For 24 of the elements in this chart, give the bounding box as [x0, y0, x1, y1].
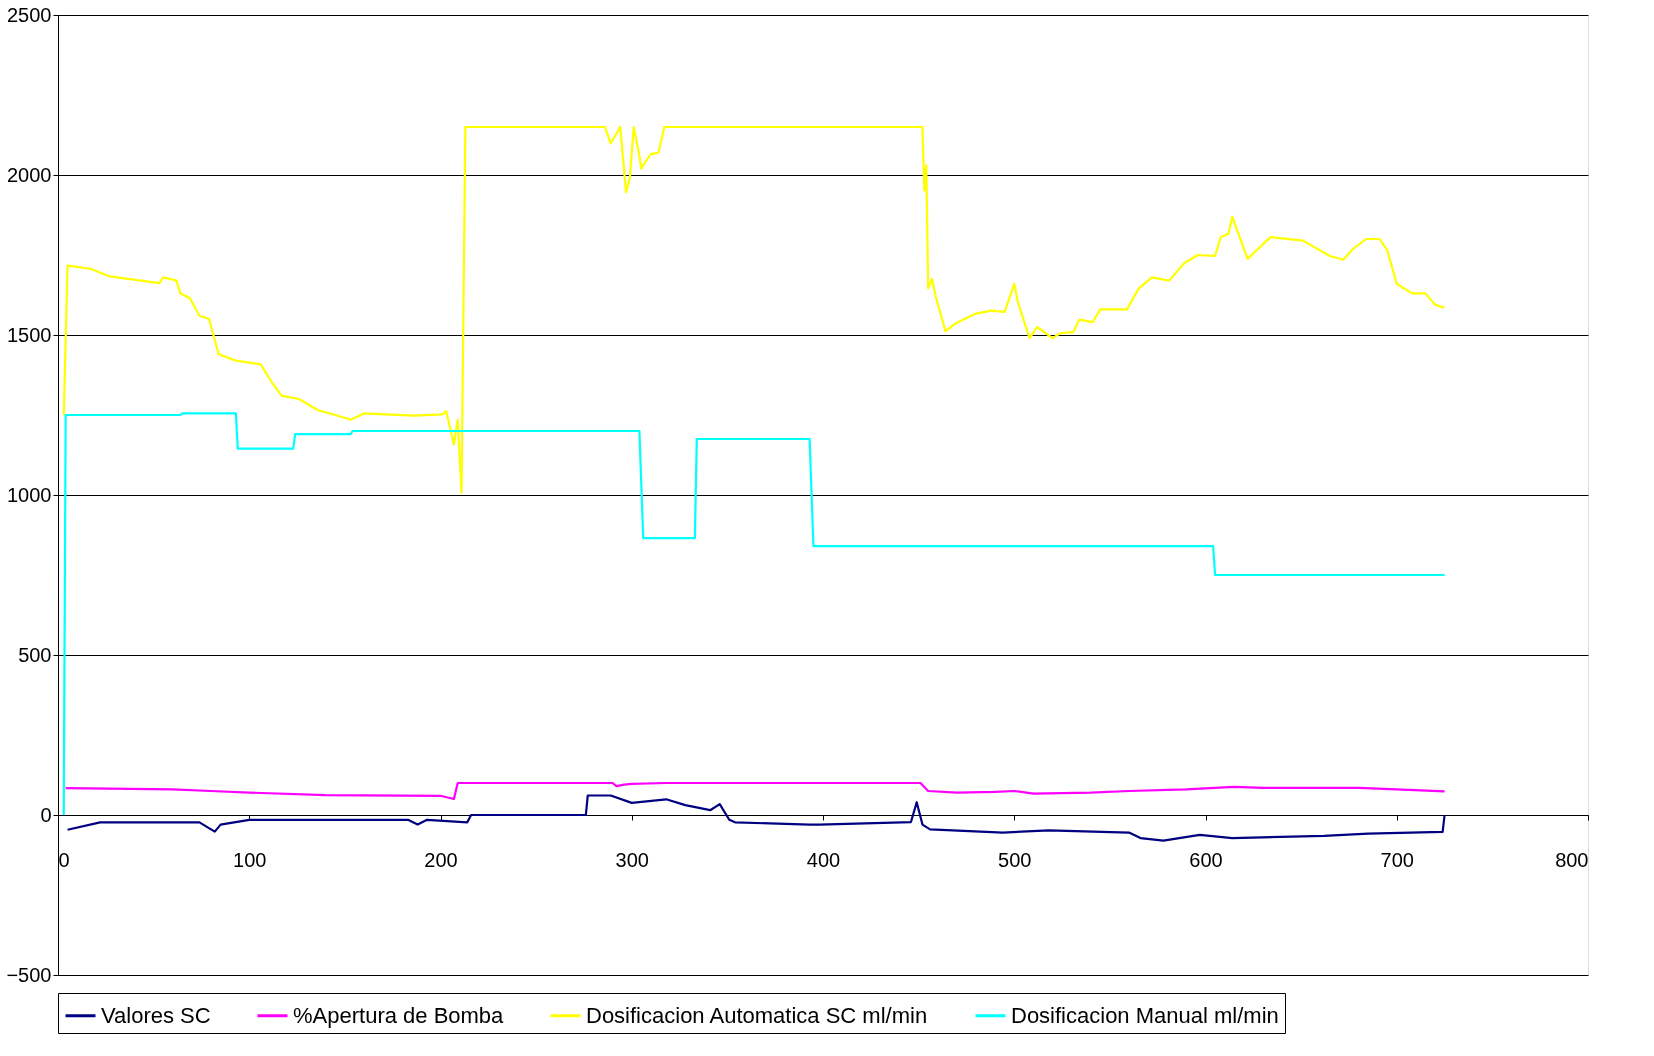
y-tick-label: 2000	[7, 163, 52, 186]
x-tick-label: 500	[998, 848, 1032, 871]
x-tick-label: 700	[1380, 848, 1414, 871]
line-series	[64, 781, 1446, 801]
line-series	[66, 794, 1446, 842]
y-tick-label: 500	[18, 643, 52, 666]
x-tick-label: 300	[615, 848, 649, 871]
x-tick-label: 200	[424, 848, 458, 871]
y-tick-label: 2500	[7, 3, 52, 26]
line-series	[62, 125, 1446, 494]
legend-label: Dosificacion Manual ml/min	[1011, 1002, 1279, 1028]
x-tick-label: 0	[58, 848, 70, 871]
x-tick-label: 100	[233, 848, 267, 871]
x-tick-label: 800	[1555, 848, 1589, 871]
legend-label: %Apertura de Bomba	[293, 1002, 505, 1028]
y-tick-label: 1000	[7, 483, 52, 506]
y-tick-label: −500	[6, 963, 52, 986]
y-tick-label: 0	[40, 803, 52, 826]
x-tick-label: 600	[1189, 848, 1223, 871]
legend-label: Dosificacion Automatica SC ml/min	[586, 1002, 928, 1028]
y-tick-label: 1500	[7, 323, 52, 346]
x-tick-label: 400	[806, 848, 841, 871]
legend-label: Valores SC	[101, 1002, 211, 1028]
line-series	[62, 412, 1446, 817]
